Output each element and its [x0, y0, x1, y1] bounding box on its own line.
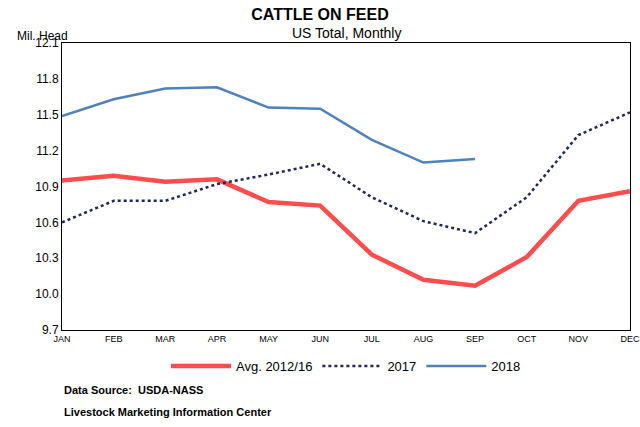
svg-text:AUG: AUG	[414, 334, 434, 344]
svg-text:11.2: 11.2	[36, 144, 59, 158]
svg-text:10.9: 10.9	[35, 180, 59, 194]
svg-text:9.7: 9.7	[42, 323, 59, 337]
svg-text:US Total, Monthly: US Total, Monthly	[292, 25, 401, 41]
svg-text:10.0: 10.0	[35, 287, 59, 301]
svg-text:Data Source: USDA-NASS: Data Source: USDA-NASS	[64, 384, 203, 396]
svg-text:2017: 2017	[387, 359, 416, 374]
svg-text:Avg. 2012/16: Avg. 2012/16	[236, 359, 312, 374]
svg-text:Mil. Head: Mil. Head	[17, 29, 68, 43]
svg-text:SEP: SEP	[466, 334, 484, 344]
svg-text:CATTLE ON FEED: CATTLE ON FEED	[251, 6, 388, 23]
svg-text:NOV: NOV	[569, 334, 589, 344]
svg-text:APR: APR	[208, 334, 227, 344]
svg-text:JUN: JUN	[311, 334, 329, 344]
svg-text:Livestock Marketing Informatio: Livestock Marketing Information Center	[64, 406, 272, 418]
svg-text:JAN: JAN	[53, 334, 70, 344]
svg-text:MAR: MAR	[155, 334, 176, 344]
svg-text:11.5: 11.5	[36, 108, 59, 122]
svg-text:10.6: 10.6	[35, 216, 59, 230]
svg-text:10.3: 10.3	[35, 251, 59, 265]
svg-text:JUL: JUL	[364, 334, 380, 344]
svg-text:OCT: OCT	[517, 334, 537, 344]
svg-text:11.8: 11.8	[36, 72, 59, 86]
svg-text:MAY: MAY	[259, 334, 278, 344]
svg-text:DEC: DEC	[620, 334, 640, 344]
svg-text:12.1: 12.1	[35, 36, 59, 50]
svg-text:2018: 2018	[491, 359, 520, 374]
svg-text:FEB: FEB	[105, 334, 123, 344]
